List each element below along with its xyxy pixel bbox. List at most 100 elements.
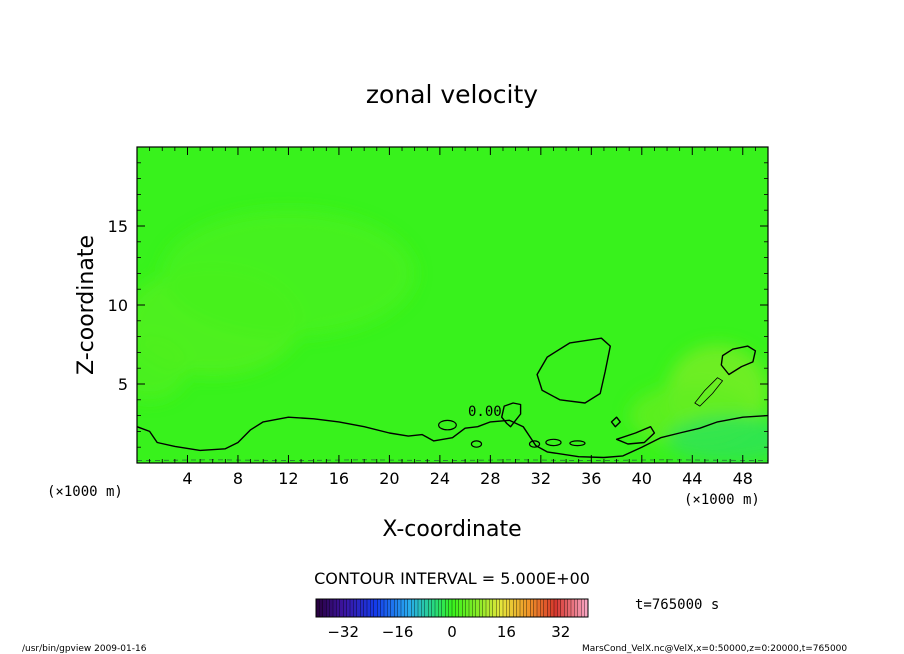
colorbar-cell xyxy=(370,598,375,618)
colorbar-ticks: −32 −16 0 16 32 xyxy=(327,623,570,641)
x-tick-label: 28 xyxy=(480,469,500,488)
colorbar-cell xyxy=(523,598,528,618)
contour-line xyxy=(720,345,757,376)
colorbar-cell xyxy=(496,598,501,618)
colorbar-cell xyxy=(506,598,511,618)
colorbar-cell xyxy=(550,598,555,618)
colorbar-cell xyxy=(363,598,368,618)
colorbar-cell xyxy=(394,598,399,618)
x-tick-label: 12 xyxy=(278,469,298,488)
colorbar-cell xyxy=(567,598,572,618)
x-tick-label: 8 xyxy=(233,469,243,488)
colorbar-cell xyxy=(319,598,324,618)
colorbar-cell xyxy=(383,598,388,618)
contour-feature xyxy=(528,440,541,448)
contour-line xyxy=(137,414,768,459)
colorbar-cell xyxy=(356,598,361,618)
contour-line xyxy=(536,337,611,404)
y-tick-label: 10 xyxy=(108,296,128,315)
y-axis-label: Z-coordinate xyxy=(74,235,99,375)
y-tick-label: 5 xyxy=(118,375,128,394)
colorbar-cell xyxy=(502,598,507,618)
colorbar-cell xyxy=(326,598,331,618)
colorbar-cell xyxy=(390,598,395,618)
colorbar-cell xyxy=(336,598,341,618)
colorbar-cell xyxy=(455,598,460,618)
colorbar-tick-label: 0 xyxy=(447,623,457,641)
colorbar-cell xyxy=(407,598,412,618)
x-tick-label: 16 xyxy=(329,469,349,488)
colorbar-cell xyxy=(472,598,477,618)
colorbar-tick-label: −32 xyxy=(327,623,359,641)
colorbar-cell xyxy=(424,598,429,618)
colorbar-cell xyxy=(468,598,473,618)
colorbar-cell xyxy=(530,598,535,618)
x-unit-right: (×1000 m) xyxy=(684,492,760,508)
contour-line xyxy=(694,377,723,407)
colorbar-cell xyxy=(540,598,545,618)
colorbar-cell xyxy=(482,598,487,618)
colorbar-cell xyxy=(547,598,552,618)
colorbar-cell xyxy=(360,598,365,618)
colorbar-cell xyxy=(458,598,463,618)
colorbar-cell xyxy=(581,598,586,618)
contour-line xyxy=(610,416,621,428)
colorbar-cell xyxy=(411,598,416,618)
field-regions xyxy=(137,210,768,463)
x-tick-label: 32 xyxy=(531,469,551,488)
colorbar-cell xyxy=(404,598,409,618)
colorbar-cell xyxy=(509,598,514,618)
footer-left: /usr/bin/gpview 2009-01-16 xyxy=(22,644,147,654)
contour-line xyxy=(615,426,656,445)
colorbar-cell xyxy=(492,598,497,618)
x-tick-label: 40 xyxy=(632,469,652,488)
plot-area: 0.00 xyxy=(137,147,768,463)
colorbar-cell xyxy=(434,598,439,618)
contour-label: 0.00 xyxy=(468,404,502,420)
colorbar-cell xyxy=(438,598,443,618)
colorbar-cell xyxy=(343,598,348,618)
field-region xyxy=(667,415,768,463)
colorbar-cell xyxy=(421,598,426,618)
colorbar-cell xyxy=(462,598,467,618)
colorbar-cell xyxy=(577,598,582,618)
colorbar-cell xyxy=(536,598,541,618)
colorbar-cell xyxy=(533,598,538,618)
colorbar-cell xyxy=(499,598,504,618)
colorbar-cell xyxy=(339,598,344,618)
colorbar-cell xyxy=(557,598,562,618)
colorbar-cell xyxy=(353,598,358,618)
colorbar-cell xyxy=(414,598,419,618)
colorbar-cell xyxy=(366,598,371,618)
colorbar-cell xyxy=(373,598,378,618)
colorbar-cell xyxy=(485,598,490,618)
colorbar-cell xyxy=(377,598,382,618)
colorbar-cell xyxy=(553,598,558,618)
colorbar-cell xyxy=(346,598,351,618)
colorbar-cell xyxy=(400,598,405,618)
colorbar-cell xyxy=(431,598,436,618)
colorbar-cell xyxy=(441,598,446,618)
colorbar-cell xyxy=(380,598,385,618)
contour-feature xyxy=(545,438,562,447)
contour-interval-text: CONTOUR INTERVAL = 5.000E+00 xyxy=(314,569,590,588)
contour-feature xyxy=(569,440,586,447)
colorbar-cell xyxy=(445,598,450,618)
x-tick-label: 44 xyxy=(682,469,702,488)
x-tick-label: 20 xyxy=(379,469,399,488)
colorbar-tick-label: 32 xyxy=(551,623,570,641)
colorbar-cell xyxy=(513,598,518,618)
contour-feature xyxy=(470,440,483,448)
colorbar-cell xyxy=(387,598,392,618)
colorbar-cell xyxy=(543,598,548,618)
contour-feature xyxy=(438,419,457,431)
colorbar-tick-label: −16 xyxy=(382,623,414,641)
colorbar-cell xyxy=(560,598,565,618)
x-tick-label: 24 xyxy=(430,469,450,488)
colorbar-cell xyxy=(329,598,334,618)
field-region xyxy=(162,210,415,337)
footer-right: MarsCond_VelX.nc@VelX,x=0:50000,z=0:2000… xyxy=(582,644,847,654)
field-region xyxy=(137,336,188,400)
x-axis-label: X-coordinate xyxy=(382,517,521,542)
